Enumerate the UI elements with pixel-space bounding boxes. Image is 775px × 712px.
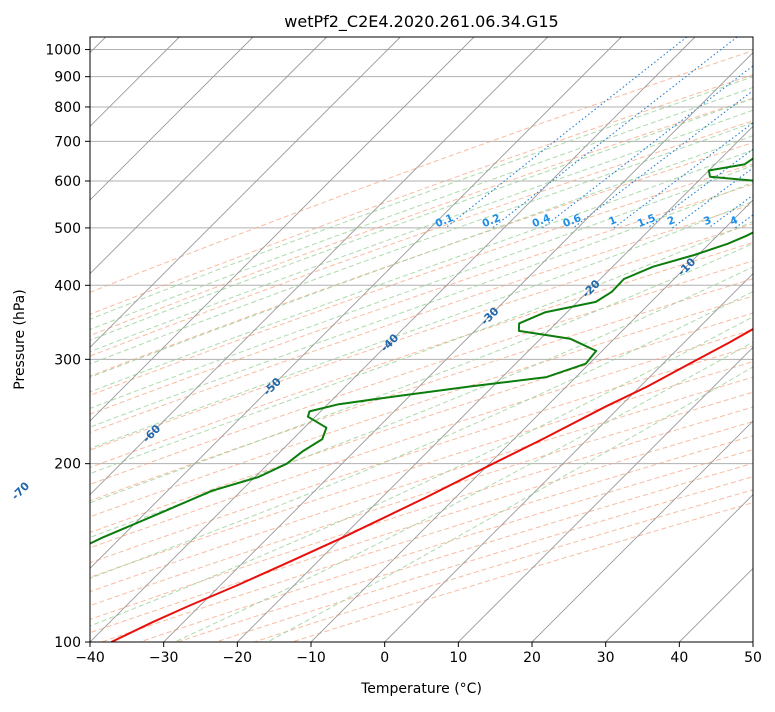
y-tick-label: 800 — [54, 100, 81, 116]
x-tick-label: 20 — [523, 650, 541, 666]
x-tick-label: 0 — [380, 650, 389, 666]
x-tick-label: −10 — [296, 650, 326, 666]
x-tick-label: −30 — [149, 650, 179, 666]
y-tick-label: 500 — [54, 221, 81, 237]
x-tick-label: 10 — [449, 650, 467, 666]
x-tick-label: 30 — [597, 650, 615, 666]
y-tick-label: 100 — [54, 635, 81, 651]
y-tick-label: 700 — [54, 134, 81, 150]
chart-title: wetPf2_C2E4.2020.261.06.34.G15 — [284, 12, 558, 32]
y-tick-label: 1000 — [45, 43, 81, 59]
y-tick-label: 600 — [54, 174, 81, 190]
y-tick-label: 900 — [54, 70, 81, 86]
y-tick-label: 400 — [54, 278, 81, 294]
y-tick-label: 300 — [54, 352, 81, 368]
y-axis-label: Pressure (hPa) — [12, 289, 28, 389]
x-tick-label: 50 — [744, 650, 762, 666]
x-tick-label: 40 — [670, 650, 688, 666]
x-axis-label: Temperature (°C) — [360, 681, 482, 697]
x-tick-label: −20 — [223, 650, 253, 666]
y-tick-label: 200 — [54, 457, 81, 473]
x-tick-label: −40 — [75, 650, 105, 666]
plot-background — [90, 37, 753, 642]
